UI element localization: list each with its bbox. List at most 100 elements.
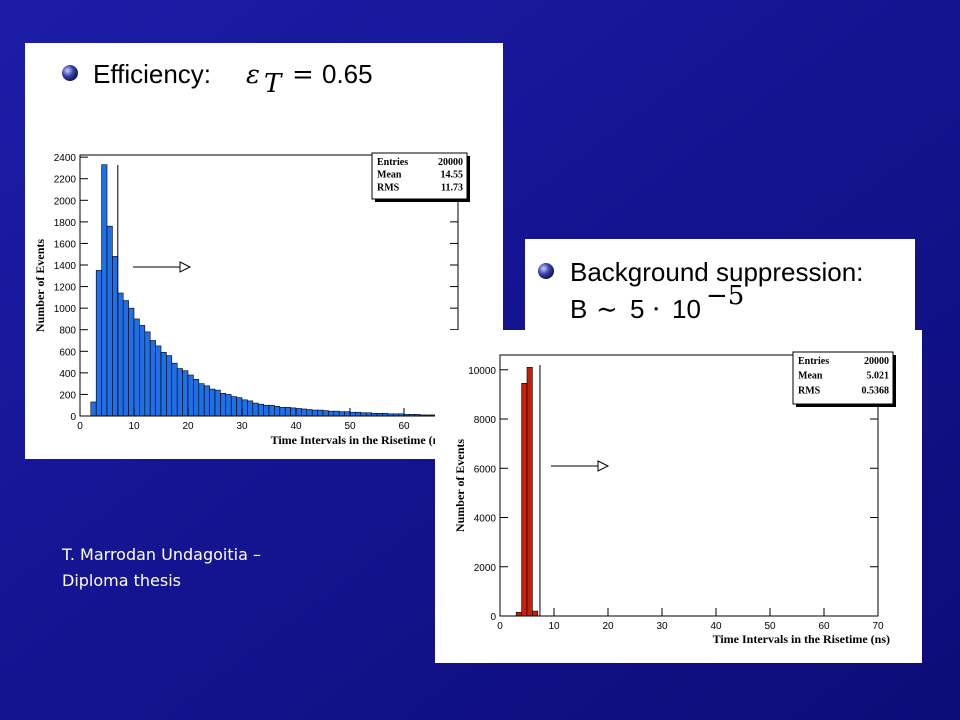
x-tick-label: 30 (656, 621, 668, 632)
y-axis-label: Number of Events (33, 239, 47, 332)
relation: ∼ (596, 295, 618, 325)
bar (122, 300, 129, 417)
stat-label: RMS (377, 182, 400, 193)
bar (279, 407, 286, 417)
y-tick-label: 0 (490, 612, 496, 623)
y-tick-label: 8000 (474, 415, 497, 426)
x-axis-label: Time Intervals in the Risetime (ns) (271, 433, 448, 447)
bar (515, 612, 522, 617)
bar (155, 345, 162, 417)
bar (214, 389, 221, 417)
efficiency-label: Efficiency: (93, 59, 211, 89)
bar (225, 394, 232, 417)
chart: 0 2000 4000 6000 8000 10000 0 10 20 30 40 50 60 70 Num… (453, 351, 896, 646)
x-tick-label: 10 (128, 421, 140, 432)
background-label: Background suppression: (570, 257, 863, 287)
y-tick-label: 2000 (474, 563, 497, 574)
y-tick-label: 2400 (54, 153, 77, 164)
bar (349, 411, 356, 417)
bar (139, 325, 146, 417)
stat-value: 20000 (438, 157, 463, 168)
y-tick-label: 0 (70, 412, 76, 423)
bar (526, 367, 533, 617)
y-tick-label: 6000 (474, 464, 497, 475)
y-tick-label: 1200 (54, 283, 77, 294)
bar (182, 370, 189, 417)
y-tick-label: 400 (59, 369, 76, 380)
symbol: ε (246, 60, 260, 90)
x-tick-label: 20 (602, 621, 614, 632)
arrow-head (179, 261, 192, 273)
stat-label: Mean (798, 371, 823, 382)
stat-label: RMS (798, 385, 821, 396)
x-tick-label: 10 (548, 621, 560, 632)
caption: Diploma thesis (62, 571, 181, 590)
y-tick-label: 1000 (54, 304, 77, 315)
stat-label: Entries (377, 157, 408, 168)
bar (247, 400, 254, 417)
bar (333, 410, 340, 417)
bar (187, 374, 194, 417)
arrow-head (597, 460, 610, 472)
stat-value: 20000 (864, 356, 889, 367)
plot-frame (79, 154, 459, 417)
bar (322, 410, 329, 417)
x-tick-label: 40 (290, 421, 302, 432)
chart: 0200400600800100012001400160018002000220… (33, 152, 470, 447)
base: 10 (672, 294, 701, 324)
bar (230, 396, 237, 417)
stats-box (792, 351, 894, 405)
x-tick-label: 30 (236, 421, 248, 432)
y-axis-label: Number of Events (453, 439, 467, 532)
x-tick-label: 70 (872, 621, 884, 632)
caption: T. Marrodan Undagoitia – (61, 545, 261, 564)
x-tick-label: 60 (398, 421, 410, 432)
bar (101, 164, 108, 417)
bar (95, 270, 102, 417)
efficiency-value: 0.65 (322, 59, 373, 89)
symbol: B (570, 294, 587, 324)
bar (112, 256, 119, 417)
y-tick-label: 200 (59, 390, 76, 401)
stat-value: 5.021 (867, 371, 890, 382)
bar (144, 331, 151, 417)
bar (149, 340, 156, 417)
x-tick-label: 50 (344, 421, 356, 432)
y-tick-label: 4000 (474, 514, 497, 525)
dot: · (652, 295, 660, 325)
bar (90, 401, 97, 417)
bar (311, 409, 318, 417)
x-tick-label: 60 (818, 621, 830, 632)
x-tick-label: 50 (764, 621, 776, 632)
exponent: −5 (706, 281, 744, 311)
x-tick-label: 40 (710, 621, 722, 632)
bar (306, 409, 313, 417)
y-tick-label: 1800 (54, 218, 77, 229)
y-tick-label: 800 (59, 326, 76, 337)
bar (268, 404, 275, 417)
bar (295, 408, 302, 417)
bar (263, 404, 270, 417)
bar (252, 402, 259, 417)
bar (338, 411, 345, 417)
y-tick-label: 600 (59, 347, 76, 358)
panel (525, 239, 915, 331)
y-tick-label: 2000 (54, 196, 77, 207)
y-tick-label: 1600 (54, 239, 77, 250)
bar (301, 408, 308, 417)
factor: 5 (630, 294, 644, 324)
relation: = (292, 60, 314, 90)
bar (236, 397, 243, 417)
x-tick-label: 0 (497, 621, 503, 632)
bar (317, 409, 324, 417)
subscript: T (264, 69, 283, 99)
y-tick-label: 1400 (54, 261, 77, 272)
y-tick-label: 10000 (468, 366, 496, 377)
bar (160, 352, 167, 417)
x-axis-label: Time Intervals in the Risetime (ns) (713, 632, 890, 646)
bar (274, 405, 281, 417)
stats-box (371, 152, 468, 200)
bar (532, 610, 539, 617)
bar (198, 383, 205, 417)
